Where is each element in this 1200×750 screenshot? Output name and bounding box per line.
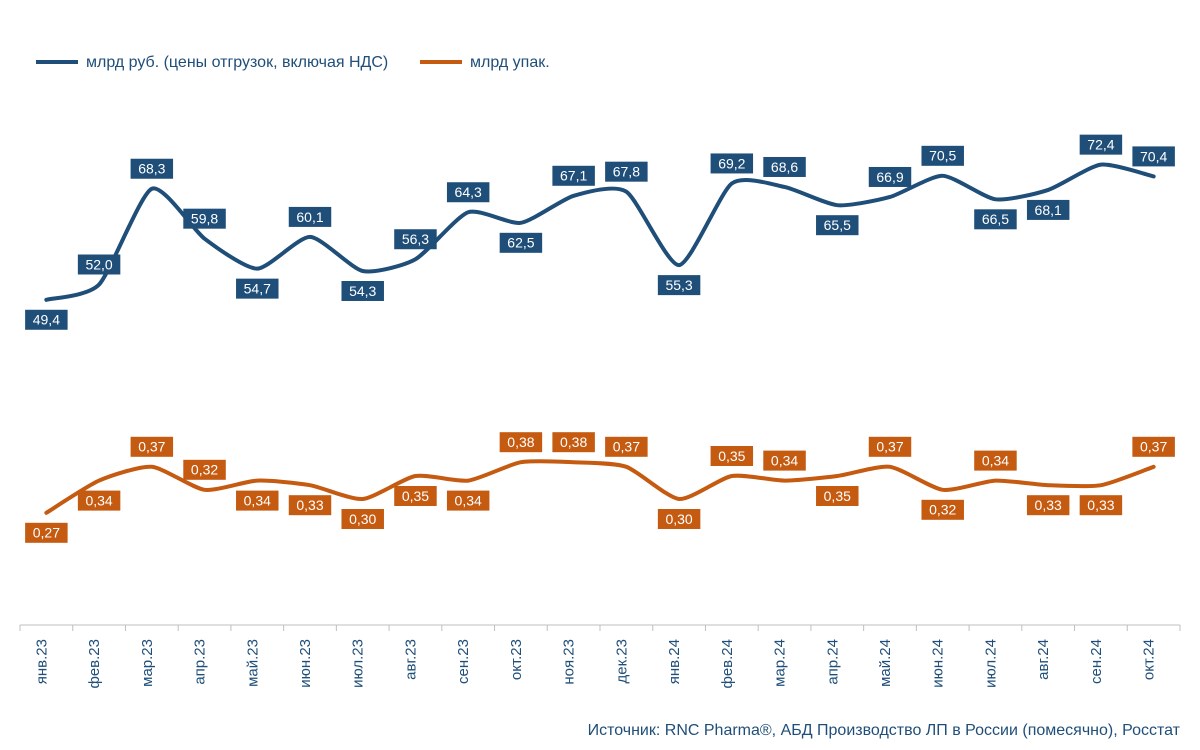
x-axis-label: ноя.23 (561, 639, 578, 685)
data-label: 0,32 (929, 502, 956, 518)
data-label: 54,7 (244, 281, 271, 297)
data-label: 54,3 (349, 283, 376, 299)
data-label: 68,3 (138, 161, 165, 177)
data-label: 59,8 (191, 211, 218, 227)
source-text: Источник: RNC Pharma®, АБД Производство … (588, 722, 1181, 739)
data-label: 49,4 (33, 312, 60, 328)
data-label: 0,33 (296, 497, 323, 513)
data-label: 70,4 (1140, 148, 1167, 164)
x-axis-label: сен.24 (1088, 639, 1105, 684)
data-label: 68,6 (771, 159, 798, 175)
data-label: 0,34 (982, 453, 1009, 469)
x-axis-label: апр.24 (824, 639, 841, 685)
data-label: 0,30 (349, 511, 376, 527)
x-axis-label: фев.23 (86, 639, 103, 689)
data-label: 0,37 (138, 439, 165, 455)
x-axis-label: окт.24 (1141, 639, 1158, 680)
data-label: 56,3 (402, 231, 429, 247)
x-axis-label: окт.23 (508, 639, 525, 680)
data-label: 67,1 (560, 168, 587, 184)
data-label: 52,0 (85, 256, 112, 272)
data-label: 0,34 (455, 493, 482, 509)
x-axis-label: дек.23 (613, 639, 630, 684)
x-axis-label: янв.23 (33, 639, 50, 684)
line-chart-svg: млрд руб. (цены отгрузок, включая НДС) мл… (0, 0, 1200, 750)
data-label: 62,5 (507, 235, 534, 251)
x-axis-label: мар.23 (139, 639, 156, 687)
data-label: 0,34 (244, 493, 271, 509)
data-label: 55,3 (665, 277, 692, 293)
data-label: 0,35 (824, 488, 851, 504)
x-axis-label: май.23 (244, 639, 261, 687)
data-label: 0,27 (33, 525, 60, 541)
data-label: 0,33 (1035, 497, 1062, 513)
legend-label: млрд упак. (470, 54, 550, 71)
data-label: 68,1 (1035, 202, 1062, 218)
data-label: 66,9 (876, 169, 903, 185)
chart-container: млрд руб. (цены отгрузок, включая НДС) мл… (0, 0, 1200, 750)
x-axis-label: июл.23 (350, 639, 367, 688)
data-label: 0,37 (1140, 439, 1167, 455)
x-axis-label: июн.24 (930, 639, 947, 688)
data-label: 0,32 (191, 462, 218, 478)
data-label: 66,5 (982, 211, 1009, 227)
data-label: 0,34 (771, 453, 798, 469)
x-axis-label: мар.24 (772, 639, 789, 687)
data-label: 0,34 (85, 493, 112, 509)
data-label: 0,35 (402, 488, 429, 504)
x-axis-label: апр.23 (192, 639, 209, 685)
x-axis-label: июн.23 (297, 639, 314, 688)
x-axis-label: июл.24 (982, 639, 999, 688)
data-label: 0,37 (613, 439, 640, 455)
x-axis-label: янв.24 (666, 639, 683, 684)
data-label: 0,37 (876, 439, 903, 455)
x-axis-label: май.24 (877, 639, 894, 687)
data-label: 72,4 (1087, 137, 1114, 153)
x-axis-label: фев.24 (719, 639, 736, 689)
data-label: 67,8 (613, 164, 640, 180)
data-label: 0,33 (1087, 497, 1114, 513)
legend-label: млрд руб. (цены отгрузок, включая НДС) (86, 54, 388, 71)
data-label: 0,30 (665, 511, 692, 527)
x-axis-label: сен.23 (455, 639, 472, 684)
data-label: 0,35 (718, 448, 745, 464)
data-label: 70,5 (929, 148, 956, 164)
data-label: 64,3 (455, 184, 482, 200)
x-axis-label: авг.23 (402, 639, 419, 680)
data-label: 0,38 (560, 434, 587, 450)
data-label: 60,1 (296, 209, 323, 225)
data-label: 0,38 (507, 434, 534, 450)
data-label: 65,5 (824, 217, 851, 233)
data-label: 69,2 (718, 155, 745, 171)
x-axis-label: авг.24 (1035, 639, 1052, 680)
